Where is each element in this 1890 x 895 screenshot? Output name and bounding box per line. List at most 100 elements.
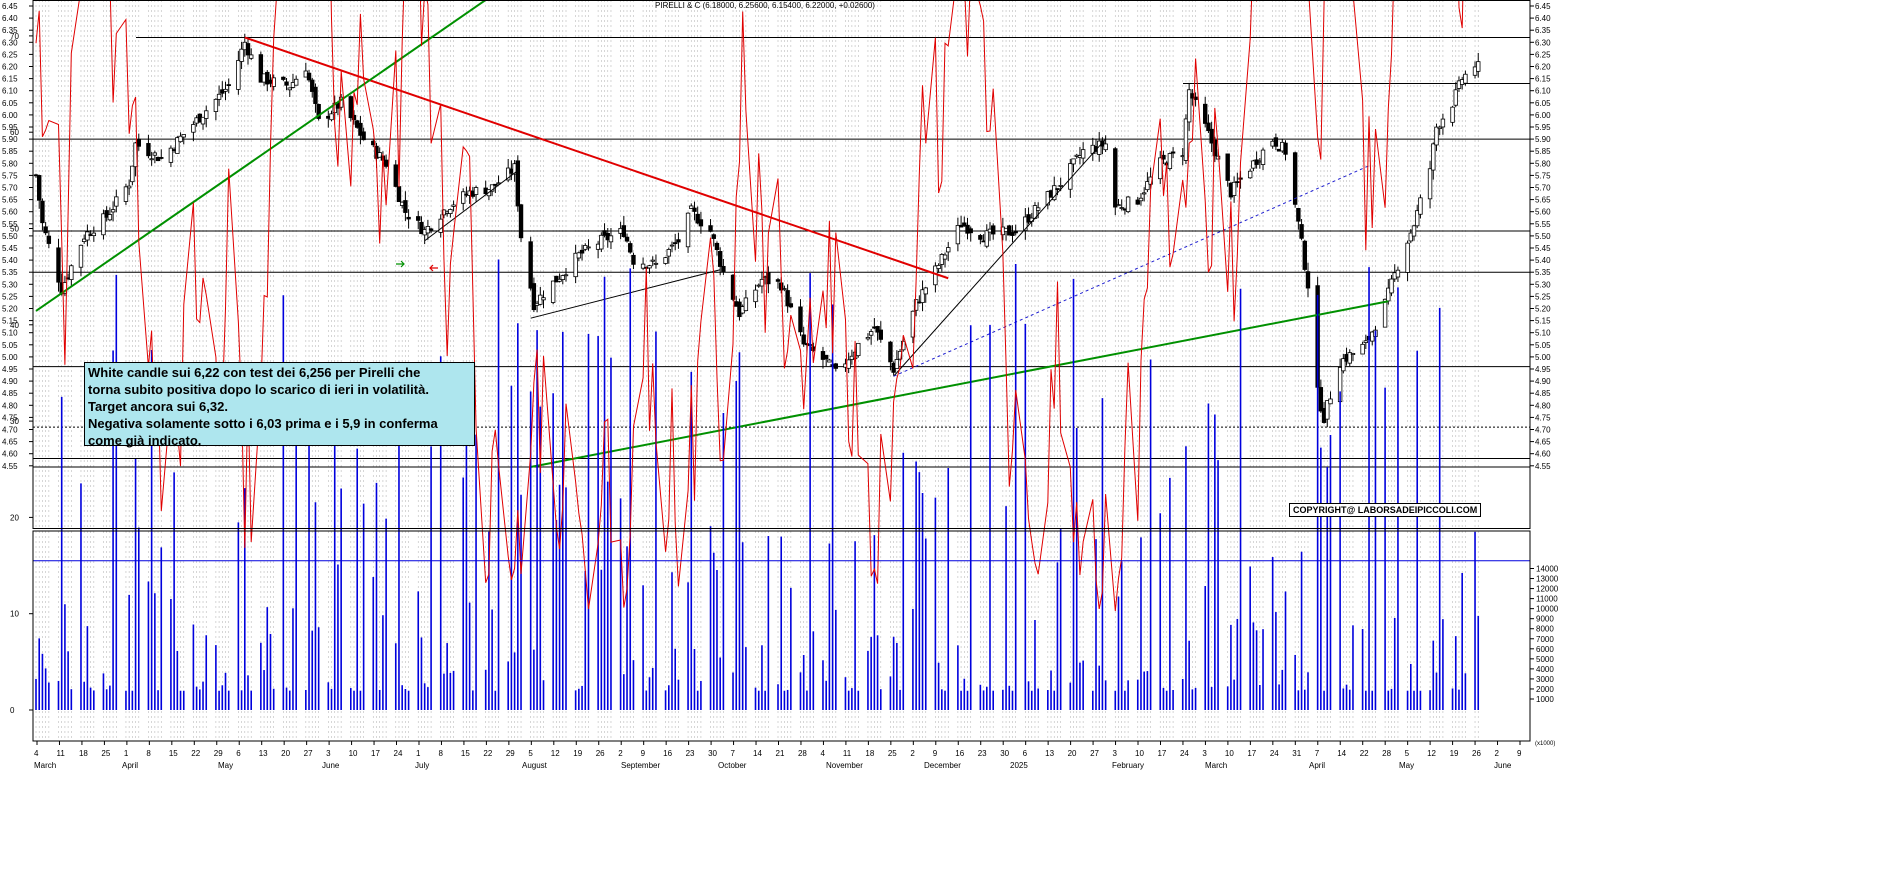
y-tick-label-left: 4.75 <box>2 413 18 422</box>
x-month-label: March <box>34 761 56 770</box>
candle-body <box>78 244 84 268</box>
x-tick-label: 17 <box>371 749 380 758</box>
y-tick-label-left: 6.35 <box>2 26 18 35</box>
candle-body <box>1141 192 1147 195</box>
x-month-label: July <box>415 761 429 770</box>
candle-body <box>213 98 219 112</box>
candle-body <box>586 246 591 249</box>
candle-body <box>239 48 244 62</box>
volume-tick-label-right: 8000 <box>1536 625 1554 634</box>
volume-tick-label-right: 12000 <box>1536 585 1559 594</box>
candle-body <box>978 235 983 240</box>
volume-tick-label-right: 4000 <box>1536 665 1554 674</box>
candle-body <box>1476 61 1481 72</box>
candle-body <box>306 72 312 81</box>
y-tick-label-left: 6.15 <box>2 75 18 84</box>
candle-body <box>159 157 164 159</box>
candle-body <box>1386 287 1391 302</box>
candle-body <box>624 236 630 242</box>
y-tick-label-right: 6.15 <box>1535 75 1551 84</box>
candle-body <box>1408 232 1413 242</box>
x-month-label: 2025 <box>1010 761 1028 770</box>
candle-body <box>1360 343 1365 355</box>
candle-body <box>1010 232 1015 236</box>
x-tick-label: 30 <box>708 749 717 758</box>
candle-body <box>448 209 453 214</box>
candle-body <box>901 340 906 351</box>
candle-body <box>663 257 668 264</box>
candle-body <box>759 278 765 287</box>
volume-tick-label-right: 2000 <box>1536 685 1554 694</box>
candle-body <box>531 283 537 311</box>
candle-body <box>46 235 52 244</box>
candle-body <box>1080 149 1086 159</box>
candle-body <box>1116 204 1121 207</box>
candle-body <box>573 252 578 278</box>
candle-body <box>107 214 113 221</box>
x-tick-label: 23 <box>686 749 695 758</box>
x-tick-label: 11 <box>843 749 852 758</box>
x-tick-label: 20 <box>1068 749 1077 758</box>
x-tick-label: 5 <box>528 749 533 758</box>
indicator-tick-label-left: 10 <box>10 610 19 619</box>
x-tick-label: 11 <box>56 749 65 758</box>
indicator-tick-label-left: 20 <box>10 513 19 522</box>
candle-body <box>351 114 357 120</box>
candle-body <box>673 242 678 245</box>
y-tick-label-right: 5.70 <box>1535 184 1551 193</box>
candle-body <box>1158 157 1163 180</box>
y-tick-label-right: 5.60 <box>1535 208 1551 217</box>
trendline <box>35 0 487 312</box>
candle-body <box>782 288 787 290</box>
trendline <box>530 269 721 319</box>
candle-body <box>377 152 382 158</box>
x-month-label: April <box>122 761 138 770</box>
y-tick-label-right: 6.30 <box>1535 38 1551 47</box>
y-tick-label-right: 5.35 <box>1535 268 1551 277</box>
x-tick-label: 27 <box>1090 749 1099 758</box>
candle-body <box>313 86 318 104</box>
y-tick-label-right: 5.20 <box>1535 305 1551 314</box>
x-tick-label: 10 <box>349 749 358 758</box>
x-month-label: December <box>924 761 961 770</box>
candle-body <box>689 205 694 209</box>
candle-body <box>265 71 270 85</box>
candle-body <box>897 350 903 360</box>
candle-body <box>133 142 138 168</box>
candle-body <box>293 78 299 86</box>
candle-body <box>640 263 646 269</box>
x-tick-label: 20 <box>281 749 290 758</box>
y-tick-label-left: 6.30 <box>2 38 18 47</box>
y-tick-label-left: 5.65 <box>2 196 18 205</box>
candle-body <box>126 185 132 189</box>
volume-tick-label-right: 7000 <box>1536 635 1554 644</box>
indicator-tick-label-left: 30 <box>10 417 19 426</box>
candle-body <box>666 249 671 257</box>
candle-body <box>1045 191 1051 206</box>
x-tick-label: 10 <box>1135 749 1144 758</box>
y-tick-label-left: 6.45 <box>2 2 18 11</box>
y-tick-label-right: 5.15 <box>1535 317 1551 326</box>
y-tick-label-right: 5.80 <box>1535 159 1551 168</box>
y-tick-label-left: 5.30 <box>2 280 18 289</box>
candle-body <box>428 228 434 231</box>
x-tick-label: 2 <box>910 749 915 758</box>
candle-body <box>281 76 286 80</box>
y-tick-label-right: 4.75 <box>1535 413 1551 422</box>
y-tick-label-right: 5.30 <box>1535 280 1551 289</box>
candle-body <box>775 279 781 282</box>
x-month-label: September <box>621 761 660 770</box>
comment-line: White candle sui 6,22 con test dei 6,256… <box>88 365 421 380</box>
indicator-series <box>35 0 1480 710</box>
candle-body <box>461 191 466 204</box>
y-tick-label-left: 4.95 <box>2 365 18 374</box>
y-tick-label-left: 5.25 <box>2 292 18 301</box>
x-tick-label: 25 <box>101 749 110 758</box>
y-tick-label-left: 4.80 <box>2 401 18 410</box>
x-month-label: May <box>218 761 233 770</box>
x-tick-label: 16 <box>955 749 964 758</box>
x-tick-label: 23 <box>978 749 987 758</box>
candle-body <box>946 247 951 253</box>
x-tick-label: 29 <box>214 749 223 758</box>
x-tick-label: 6 <box>236 749 241 758</box>
